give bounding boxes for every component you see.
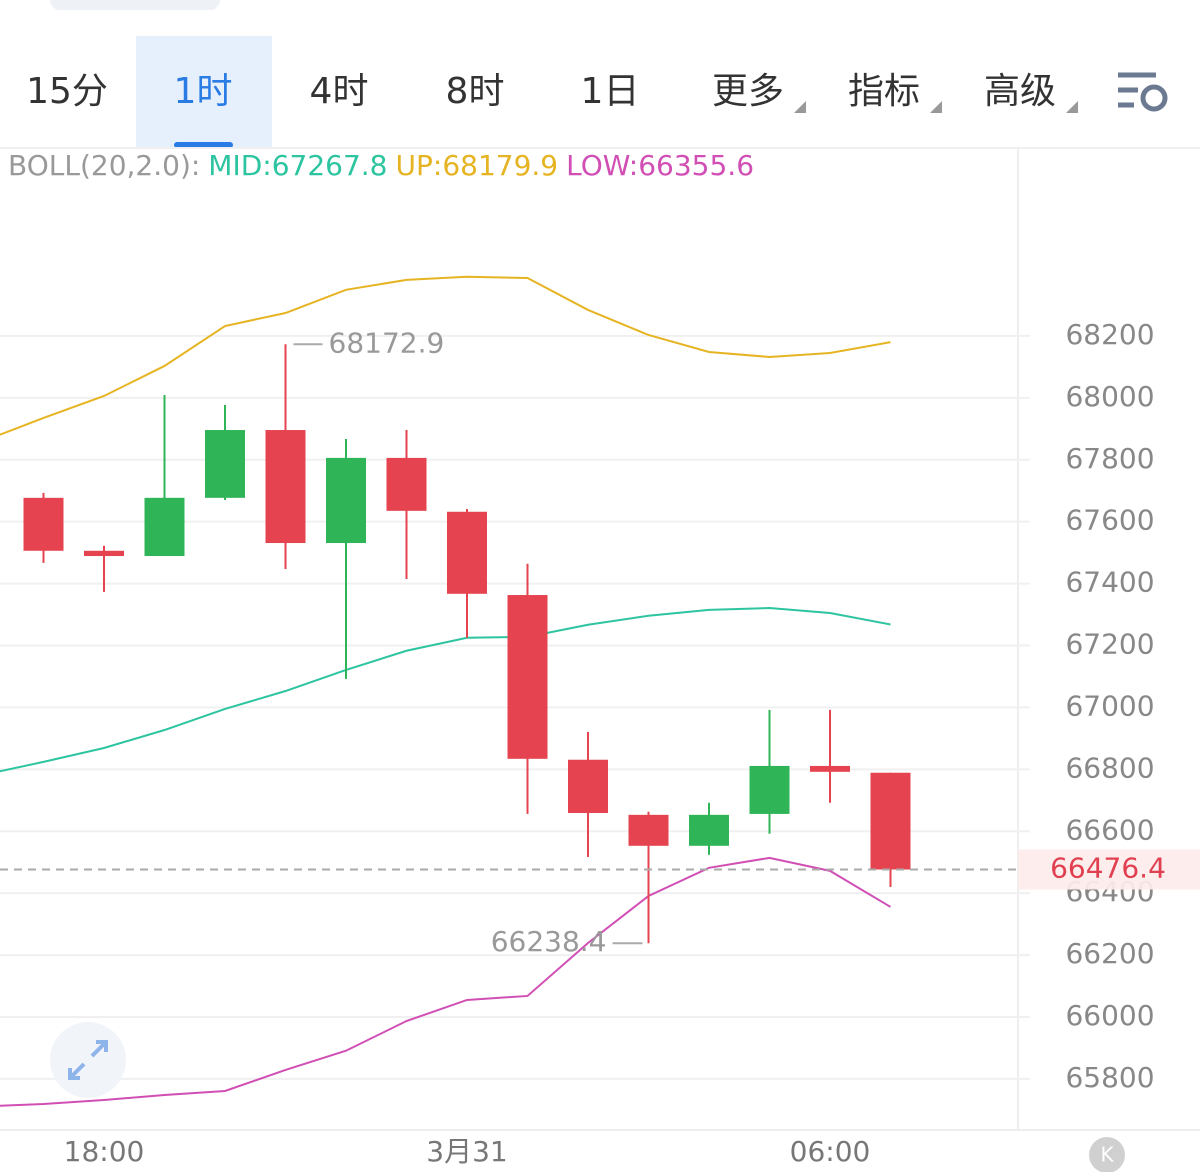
x-tick-label: 06:00 [790, 1135, 871, 1168]
boll-label: BOLL(20,2.0): [8, 149, 200, 182]
expand-button[interactable] [50, 1022, 126, 1098]
settings-icon[interactable] [1118, 72, 1168, 112]
tab[interactable]: 15分 [26, 71, 108, 112]
y-tick-label: 66600 [1065, 813, 1154, 846]
y-tick-label: 66200 [1065, 937, 1154, 970]
legend-entry: LOW:66355.6 [566, 149, 754, 182]
candle-body [144, 497, 185, 557]
tab[interactable]: 高级 [984, 71, 1056, 112]
last-price-tag [1018, 849, 1200, 890]
x-tick-label: 3月31 [426, 1135, 507, 1168]
top-pill [50, 0, 220, 10]
dropdown-mark [1066, 101, 1078, 113]
grid [0, 334, 1030, 1080]
boll-line [0, 856, 892, 1107]
candle-body [23, 497, 64, 551]
boll-line [0, 607, 891, 773]
tab[interactable]: 1时 [174, 71, 233, 112]
boll-legend: BOLL(20,2.0): MID:67267.8 UP:68179.9 LOW:66… [8, 149, 754, 182]
dropdown-marks [794, 101, 1078, 113]
last-price-label: 66476.4 [1050, 852, 1166, 885]
tab[interactable]: 8时 [446, 71, 505, 112]
dropdown-mark [794, 101, 806, 113]
candle-body [205, 430, 245, 498]
candle-body [386, 457, 427, 511]
legend-entry: MID:67267.8 [208, 149, 387, 182]
candle-body [265, 430, 306, 544]
candle-body [689, 814, 729, 846]
y-tick-label: 68000 [1065, 380, 1154, 413]
k-button-label: K [1100, 1143, 1114, 1167]
candle-body [870, 772, 911, 870]
candle-body [326, 457, 366, 544]
tab[interactable]: 更多 [712, 71, 784, 112]
candle-body [810, 765, 850, 772]
y-tick-label: 67200 [1065, 628, 1154, 661]
active-tab-bg [136, 36, 272, 148]
expand-icon [68, 1040, 108, 1080]
k-button[interactable] [1089, 1137, 1125, 1172]
tab[interactable]: 4时 [310, 71, 369, 112]
x-tick-label: 18:00 [64, 1135, 145, 1168]
y-tick-label: 66800 [1065, 751, 1154, 784]
candle-body [628, 814, 669, 846]
max-label: 68172.9 [329, 326, 445, 359]
y-tick-label: 67000 [1065, 689, 1154, 722]
active-tab-underline [174, 142, 233, 148]
candle-body [507, 595, 548, 759]
boll-line [0, 275, 891, 436]
tab[interactable]: 指标 [848, 71, 920, 112]
candle-body [749, 765, 790, 814]
min-label: 66238.4 [491, 925, 607, 958]
y-tick-label: 67800 [1065, 442, 1154, 475]
y-tick-label: 68200 [1065, 318, 1154, 351]
y-tick-label: 67600 [1065, 504, 1154, 537]
y-tick-label: 65800 [1065, 1061, 1154, 1094]
candle-body [447, 511, 487, 594]
dropdown-mark [930, 101, 942, 113]
candle-body [84, 550, 124, 557]
plot [0, 275, 911, 1107]
candle-body [568, 759, 608, 813]
legend-entry: UP:68179.9 [396, 149, 559, 182]
y-tick-label: 67400 [1065, 566, 1154, 599]
y-tick-label: 66000 [1065, 999, 1154, 1032]
tab[interactable]: 1日 [581, 71, 640, 112]
